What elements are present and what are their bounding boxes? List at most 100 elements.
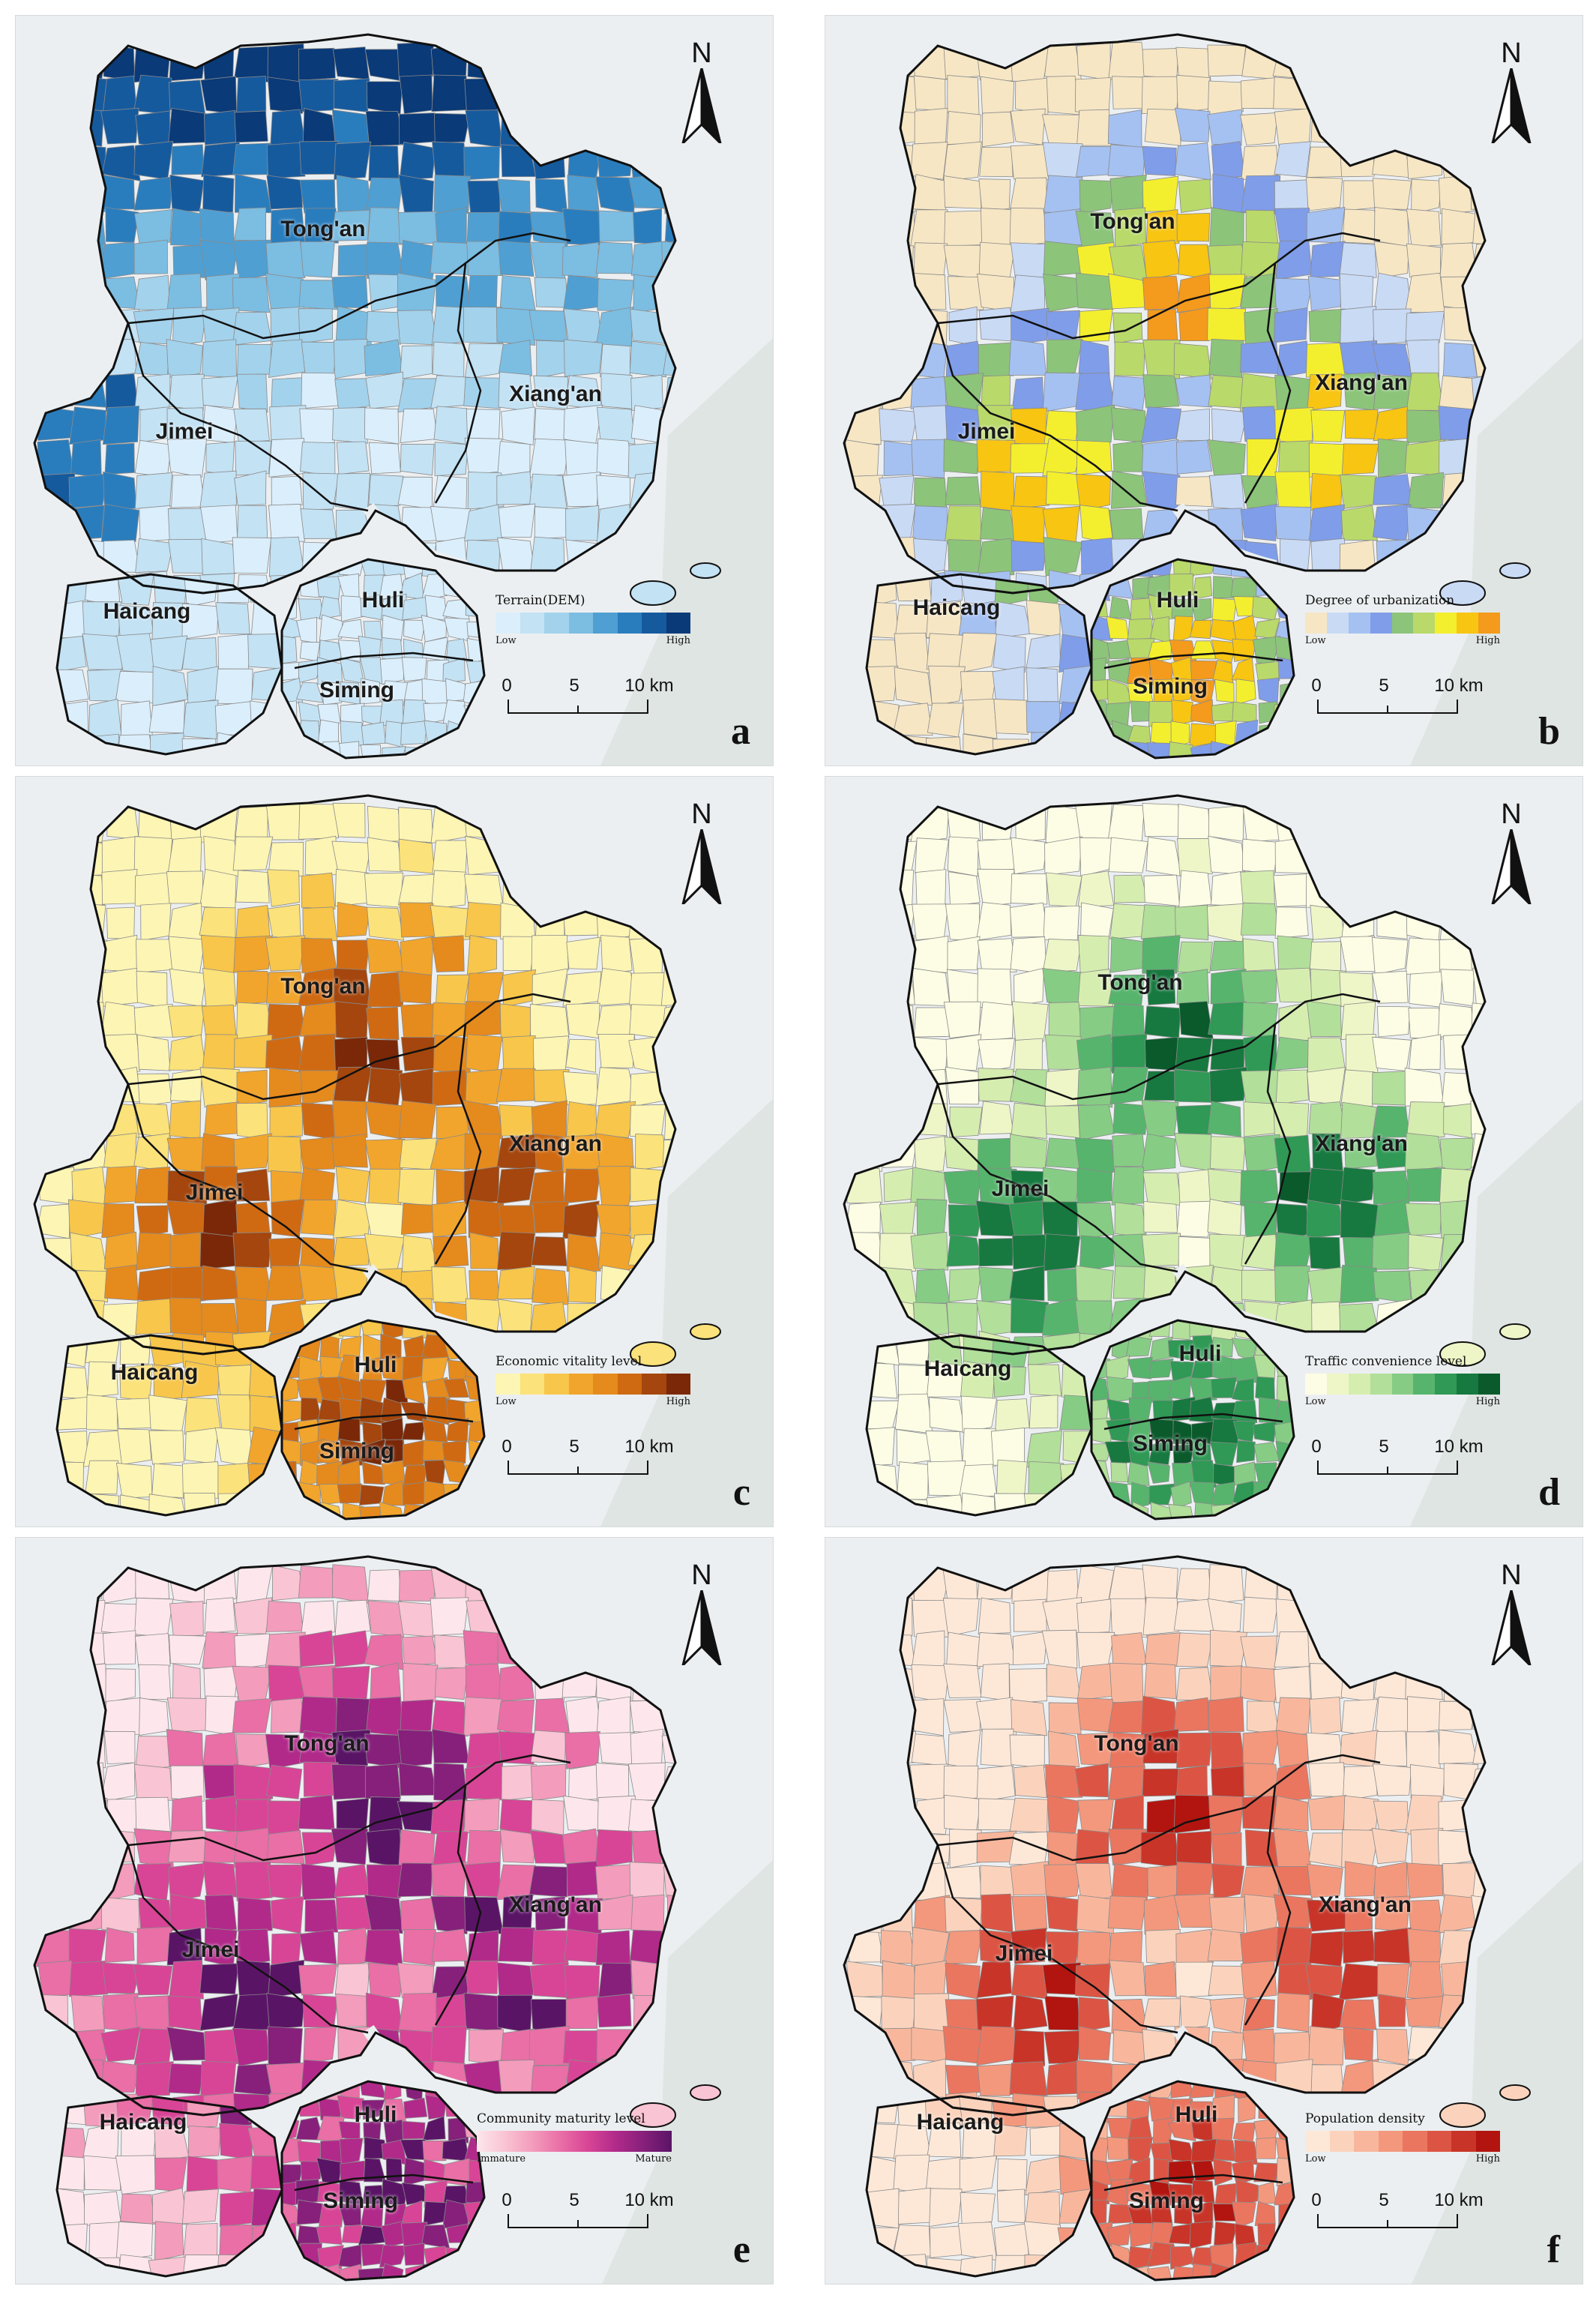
map-cell <box>432 341 465 379</box>
map-cell <box>1409 1764 1445 1799</box>
map-cell <box>235 806 268 842</box>
map-cell <box>205 441 235 476</box>
map-cell <box>927 1460 966 1497</box>
map-cell <box>1405 1203 1442 1236</box>
map-cell <box>1406 208 1442 247</box>
district-label-haicang: Haicang <box>924 1356 1012 1381</box>
map-cell <box>532 1268 569 1305</box>
map-cell <box>1253 1421 1277 1443</box>
map-cell <box>136 1926 172 1964</box>
legend-low-label: Low <box>1305 1396 1326 1407</box>
map-cell <box>1042 939 1082 973</box>
map-cell <box>1028 1364 1062 1397</box>
map-cell <box>150 733 185 754</box>
map-cell <box>977 868 1015 907</box>
small-island <box>1439 580 1486 606</box>
map-cell <box>397 970 432 1004</box>
map-cell <box>319 2204 344 2228</box>
map-cell <box>1108 41 1147 82</box>
map-cell <box>1208 439 1246 477</box>
map-cell <box>1376 1005 1411 1038</box>
map-cell <box>498 503 536 538</box>
map-cell <box>204 1101 239 1137</box>
map-cell <box>166 2027 206 2061</box>
small-island <box>1439 1341 1486 1367</box>
district-boundary <box>280 558 486 760</box>
map-cell <box>1338 1963 1379 2001</box>
map-cell <box>1075 1265 1114 1303</box>
map-cell <box>67 1199 107 1239</box>
map-cell <box>401 1635 438 1667</box>
map-cell <box>1014 967 1044 1006</box>
map-cell <box>300 2161 322 2184</box>
map-cell <box>364 1929 403 1967</box>
north-arrow-icon <box>681 1589 723 1669</box>
map-cell <box>135 2061 174 2097</box>
map-cell <box>154 2157 187 2192</box>
map-cell <box>566 1233 601 1272</box>
map-cell <box>1173 1794 1215 1834</box>
map-cell <box>981 111 1015 148</box>
map-cell <box>134 341 170 376</box>
map-cell <box>134 1597 174 1638</box>
map-cell <box>135 1103 172 1139</box>
map-cell <box>1408 1899 1444 1934</box>
map-cell <box>597 968 636 1006</box>
map-cell <box>368 1168 403 1206</box>
map-cell <box>100 241 139 280</box>
district-boundary <box>127 993 571 1273</box>
map-cell <box>88 699 122 739</box>
district-label-huli: Huli <box>1178 1341 1222 1366</box>
map-cell <box>1405 1996 1444 2028</box>
map-cell <box>266 142 306 179</box>
district-label-jimei: Jimei <box>995 1941 1053 1966</box>
map-cell <box>1044 1864 1082 1900</box>
legend-swatch <box>1326 1374 1349 1395</box>
map-cell <box>169 1960 204 2000</box>
map-cell <box>182 700 219 740</box>
map-cell <box>1190 699 1215 725</box>
map-cell <box>364 407 400 445</box>
map-cell <box>1175 476 1213 508</box>
map-cell <box>298 658 323 684</box>
map-cell <box>1112 2029 1148 2067</box>
map-cell <box>1145 209 1180 247</box>
map-cell <box>910 376 947 410</box>
map-cell <box>431 935 465 972</box>
map-cell <box>301 1863 337 1901</box>
map-cell <box>397 41 434 81</box>
map-canvas <box>825 1538 1583 2284</box>
map-cell <box>202 174 235 214</box>
map-cell <box>880 1930 916 1964</box>
map-cell <box>70 1994 105 2033</box>
map-cell <box>166 1697 208 1733</box>
map-cell <box>1042 968 1082 1007</box>
map-cell <box>433 475 468 511</box>
legend-swatch <box>1427 2131 1451 2152</box>
map-cell <box>531 1236 567 1266</box>
map-cell <box>1190 598 1212 623</box>
district-boundary <box>843 1555 1487 2117</box>
map-cell <box>1242 1997 1275 2032</box>
map-cell <box>1059 1395 1091 1431</box>
map-cell <box>298 280 339 310</box>
map-cell <box>1178 870 1212 908</box>
map-cell <box>1111 76 1146 109</box>
district-boundary <box>843 794 1487 1356</box>
map-cell <box>148 1395 188 1432</box>
map-cell <box>104 1927 135 1963</box>
map-cell <box>912 936 949 973</box>
map-cell <box>133 1763 173 1801</box>
map-cell <box>136 1034 171 1071</box>
map-cell <box>88 2222 120 2259</box>
map-cell <box>335 1697 372 1736</box>
map-cell <box>467 1930 499 1964</box>
map-cell <box>133 836 173 876</box>
map-cell <box>120 2193 155 2225</box>
legend-swatch <box>568 613 593 634</box>
map-cell <box>913 75 946 111</box>
map-cell <box>154 2221 184 2261</box>
map-cell <box>359 657 385 685</box>
map-cell <box>319 614 343 642</box>
map-cell <box>366 1828 403 1868</box>
